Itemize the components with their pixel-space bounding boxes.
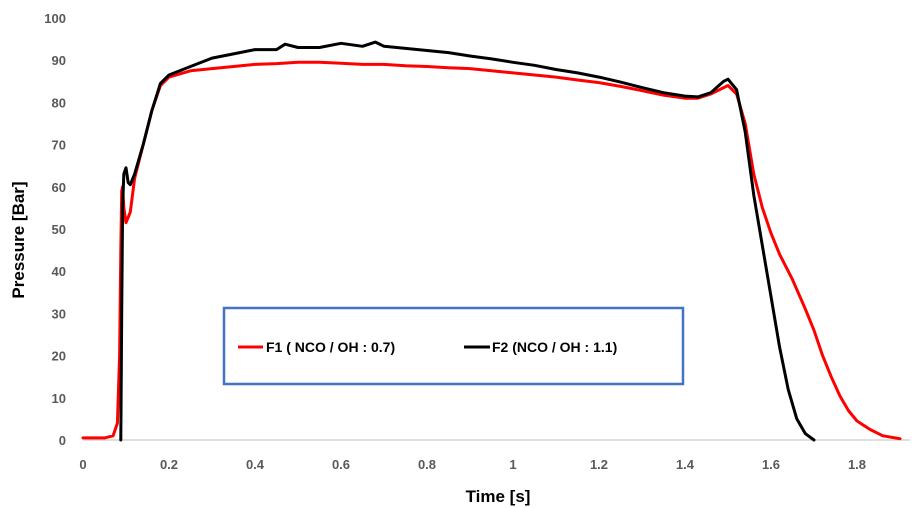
y-axis-title: Pressure [Bar] [9,181,28,298]
x-tick-label: 0.2 [160,457,178,472]
y-tick-label: 70 [52,138,66,153]
x-tick-label: 0.4 [246,457,265,472]
x-tick-label: 1 [509,457,516,472]
y-tick-label: 10 [52,391,66,406]
x-tick-label: 1.6 [762,457,780,472]
y-tick-label: 50 [52,222,66,237]
x-axis-ticks: 0 0.2 0.4 0.6 0.8 1 1.2 1.4 1.6 1.8 [79,457,866,472]
y-axis-ticks: 0 10 20 30 40 50 60 70 80 90 100 [44,11,66,448]
y-tick-label: 30 [52,306,66,321]
x-tick-label: 1.4 [676,457,695,472]
y-tick-label: 100 [44,11,66,26]
x-tick-label: 0.6 [332,457,350,472]
legend-label-f2: F2 (NCO / OH : 1.1) [492,339,617,355]
x-tick-label: 0.8 [418,457,436,472]
x-tick-label: 0 [79,457,86,472]
y-tick-label: 40 [52,264,66,279]
x-axis-title: Time [s] [466,487,531,506]
y-tick-label: 90 [52,53,66,68]
y-tick-label: 60 [52,180,66,195]
legend: F1 ( NCO / OH : 0.7) F2 (NCO / OH : 1.1) [222,306,685,386]
x-tick-label: 1.2 [590,457,608,472]
x-tick-label: 1.8 [848,457,866,472]
series-line-f1 [81,60,902,441]
y-tick-label: 80 [52,95,66,110]
y-tick-label: 20 [52,349,66,364]
series-line-f2 [119,40,816,442]
y-tick-label: 0 [59,433,66,448]
series-layer [81,40,902,442]
legend-label-f1: F1 ( NCO / OH : 0.7) [266,339,395,355]
legend-box [222,306,685,386]
